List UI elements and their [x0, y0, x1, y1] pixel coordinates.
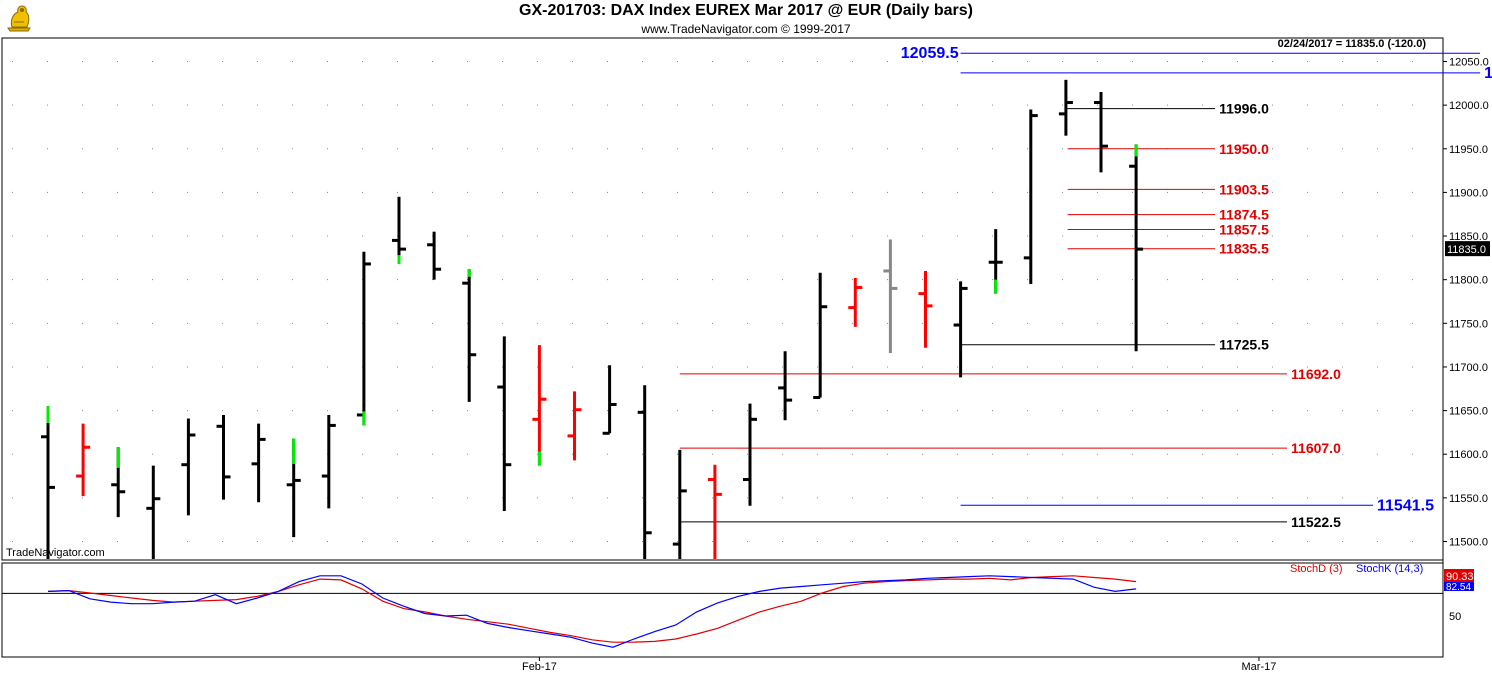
stoch-k-tag: 82.54	[1446, 582, 1471, 593]
ohlc-bar	[637, 385, 652, 559]
ohlc-bar	[707, 464, 722, 559]
price-tick-label: 11900.0	[1449, 187, 1488, 199]
ohlc-bar	[392, 196, 406, 264]
price-tick-label: 11550.0	[1449, 493, 1488, 505]
ohlc-bar	[602, 365, 617, 435]
level-label: 11950.0	[1219, 141, 1269, 157]
ohlc-bar	[778, 351, 793, 421]
level-label: 11522.5	[1291, 514, 1341, 530]
ohlc-bar	[1023, 109, 1038, 285]
stoch-legend-d: StochD (3)	[1290, 563, 1343, 575]
ohlc-bar	[76, 423, 91, 497]
chart-title: GX-201703: DAX Index EUREX Mar 2017 @ EU…	[519, 2, 973, 19]
ohlc-bar	[532, 345, 547, 466]
price-tick-label: 11600.0	[1449, 449, 1488, 461]
level-label: 11835.5	[1219, 241, 1269, 257]
ohlc-bar	[497, 336, 512, 511]
ohlc-bar	[813, 272, 828, 399]
ohlc-bar	[1129, 144, 1144, 352]
ohlc-bar	[918, 270, 933, 348]
price-tick-label: 11700.0	[1449, 362, 1488, 374]
ohlc-bar	[181, 418, 196, 516]
price-tick-label: 11800.0	[1449, 275, 1488, 287]
ohlc-bar	[146, 465, 161, 559]
ohlc-bar	[743, 403, 757, 506]
current-price-tag: 11835.0	[1447, 244, 1486, 256]
price-tick-label: 11500.0	[1449, 537, 1488, 549]
level-label: 11541.5	[1377, 497, 1434, 514]
price-tick-label: 12050.0	[1449, 57, 1489, 69]
level-label: 11725.5	[1219, 337, 1269, 353]
price-tick-label: 12000.0	[1449, 100, 1489, 112]
stoch-series-line	[47, 575, 1137, 643]
price-tick-label: 11650.0	[1449, 406, 1488, 418]
price-panel	[1, 37, 1444, 561]
stochastic-panel	[1, 562, 1444, 658]
ohlc-bar	[848, 277, 863, 327]
current-price-tag-bg	[1445, 241, 1490, 257]
ohlc-bar	[567, 391, 582, 461]
stoch-series-line	[47, 575, 1137, 648]
level-label: 11996.0	[1219, 101, 1269, 117]
level-label: 11607.0	[1291, 440, 1341, 456]
stoch-legend-k: StochK (14,3)	[1356, 563, 1423, 575]
ohlc-bar	[988, 229, 1003, 294]
stoch-d-tag-bg	[1444, 569, 1474, 582]
level-label: 11874.5	[1219, 207, 1269, 223]
ohlc-bar	[286, 438, 301, 538]
stoch-d-tag: 90.33	[1446, 571, 1474, 583]
ohlc-bar	[462, 269, 477, 402]
ohlc-bar	[672, 449, 687, 559]
price-tick-label: 11950.0	[1449, 144, 1488, 156]
date-tick-label: Mar-17	[1242, 661, 1277, 673]
ohlc-bar	[1094, 92, 1108, 173]
stoch-k-tag-bg	[1444, 582, 1474, 591]
ohlc-bar	[251, 423, 266, 503]
level-label: 12059.5	[901, 45, 959, 62]
ohlc-bar	[427, 231, 442, 280]
copyright-text: www.TradeNavigator.com © 1999-2017	[641, 22, 851, 36]
watermark-text: TradeNavigator.com	[6, 547, 105, 559]
stoch-tick-label: 50	[1449, 611, 1461, 623]
ohlc-bar	[953, 281, 968, 378]
ohlc-bar	[216, 414, 231, 500]
price-tick-label: 11750.0	[1449, 318, 1488, 330]
ohlc-bar	[1058, 79, 1073, 136]
chart-header: GX-201703: DAX Index EUREX Mar 2017 @ EU…	[0, 0, 1492, 38]
level-label: 12037.0	[1484, 65, 1492, 82]
ohlc-bar	[41, 406, 55, 559]
ohlc-bar	[356, 251, 371, 426]
ohlc-bar	[111, 447, 126, 518]
price-tick-label: 11850.0	[1449, 231, 1488, 243]
info-line: 02/24/2017 = 11835.0 (-120.0)	[1278, 38, 1427, 50]
lion-logo-icon	[2, 2, 36, 34]
level-label: 11857.5	[1219, 222, 1269, 238]
level-label: 11903.5	[1219, 181, 1269, 197]
date-tick-label: Feb-17	[522, 661, 557, 673]
ohlc-bar	[883, 239, 898, 353]
ohlc-bar	[321, 414, 336, 509]
level-label: 11692.0	[1291, 366, 1341, 382]
